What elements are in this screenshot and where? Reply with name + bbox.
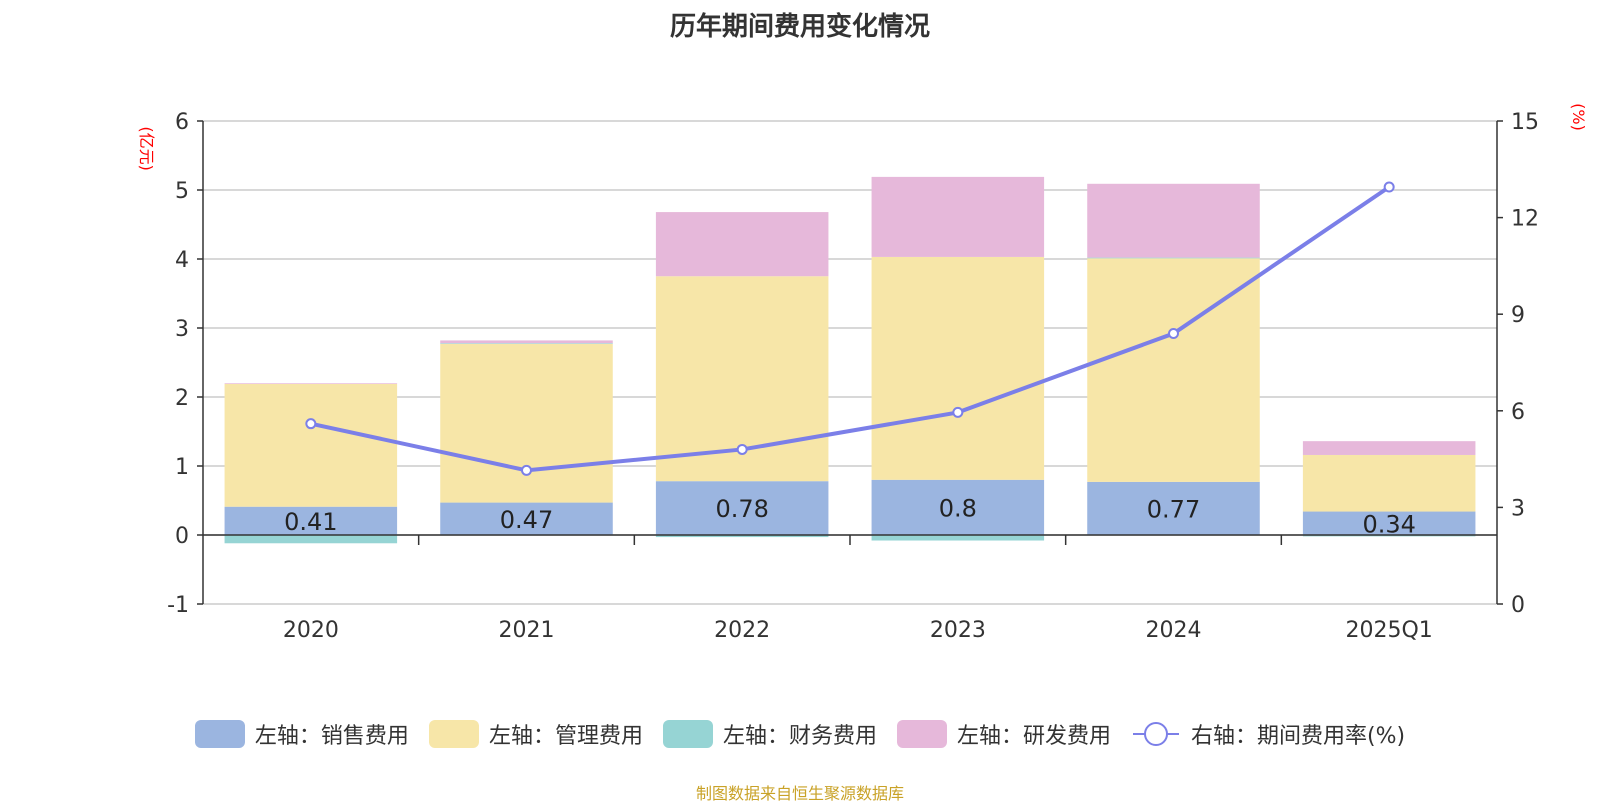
- left-axis-tick-label: 6: [175, 110, 189, 135]
- left-axis-tick-label: 1: [175, 455, 189, 480]
- bar-segment-4: [1302, 441, 1476, 455]
- bar-segment-3: [224, 535, 398, 544]
- bar-segment-4: [1087, 183, 1260, 258]
- bar-segment-1: [655, 481, 829, 535]
- bar-segment-2: [440, 343, 613, 503]
- bar-segment-1: [1302, 511, 1476, 535]
- legend-label: 左轴：销售费用: [254, 724, 409, 749]
- right-axis-tick-label: 15: [1511, 110, 1539, 135]
- bar-segment-3: [655, 535, 829, 538]
- right-axis-tick-label: 6: [1511, 400, 1525, 425]
- legend-swatch: [896, 720, 947, 748]
- legend-label: 右轴：期间费用率(%): [1190, 724, 1406, 749]
- bar-data-label: 0.47: [500, 506, 553, 534]
- legend-label: 左轴：财务费用: [722, 724, 877, 749]
- bar-segment-4: [224, 383, 398, 384]
- line-point: [1168, 328, 1179, 340]
- left-axis-tick-label: 3: [175, 317, 189, 342]
- left-axis-tick-label: 4: [175, 248, 189, 273]
- x-axis-tick-label: 2024: [1146, 618, 1202, 643]
- line-point: [736, 443, 748, 455]
- legend-swatch: [428, 720, 479, 748]
- right-axis-unit: (%): [1569, 103, 1588, 131]
- bar-segment-4: [440, 340, 613, 344]
- legend-label: 左轴：管理费用: [488, 724, 643, 749]
- line-point: [305, 418, 317, 430]
- legend-item[interactable]: 右轴：期间费用率(%): [1131, 718, 1405, 750]
- data-source-note: 制图数据来自恒生聚源数据库: [695, 784, 904, 803]
- bar-segment-3: [871, 535, 1045, 541]
- chart-title: 历年期间费用变化情况: [669, 12, 930, 42]
- bar-data-label: 0.34: [1362, 510, 1415, 538]
- bar-segment-4: [655, 212, 829, 277]
- left-axis-tick-label: 5: [175, 179, 189, 204]
- bar-segment-2: [871, 256, 1045, 480]
- left-axis-tick-label: -1: [167, 593, 189, 618]
- bar-segment-1: [1087, 481, 1260, 535]
- bar-segment-2: [1302, 454, 1476, 512]
- legend-swatch: [662, 720, 713, 748]
- series-line: [310, 185, 1391, 473]
- left-axis-unit: (亿元): [137, 126, 156, 171]
- bar-segment-3: [1087, 257, 1260, 259]
- legend-line-icon: [1132, 722, 1179, 746]
- bar-segment-3: [440, 343, 613, 344]
- legend-swatch: [194, 720, 245, 748]
- left-axis-tick-label: 2: [175, 386, 189, 411]
- legend-item[interactable]: 左轴：研发费用: [896, 718, 1111, 750]
- bar-segment-1: [871, 479, 1045, 535]
- right-axis-tick-label: 12: [1511, 207, 1539, 232]
- x-axis-tick-label: 2023: [930, 618, 986, 643]
- legend-item[interactable]: 左轴：销售费用: [194, 718, 409, 750]
- x-axis-tick-label: 2020: [283, 618, 339, 643]
- x-axis-tick-label: 2025Q1: [1346, 618, 1433, 643]
- bar-data-label: 0.8: [939, 494, 977, 522]
- right-axis-tick-label: 9: [1511, 303, 1525, 328]
- bar-data-label: 0.41: [284, 508, 337, 536]
- line-point: [1383, 181, 1395, 193]
- legend-label: 左轴：研发费用: [956, 724, 1111, 749]
- right-axis-tick-label: 3: [1511, 496, 1525, 521]
- line-point: [952, 406, 964, 418]
- bar-data-label: 0.78: [715, 495, 768, 523]
- legend-item[interactable]: 左轴：管理费用: [428, 718, 643, 750]
- x-axis-tick-label: 2021: [499, 618, 555, 643]
- bar-segment-2: [224, 383, 398, 507]
- left-axis-tick-label: 0: [175, 524, 189, 549]
- right-axis-tick-label: 0: [1511, 593, 1525, 618]
- legend-item[interactable]: 左轴：财务费用: [662, 718, 877, 750]
- bar-segment-1: [440, 502, 613, 535]
- line-point: [521, 464, 532, 476]
- bar-segment-1: [224, 506, 398, 535]
- x-axis-tick-label: 2022: [714, 618, 770, 643]
- legend: 左轴：销售费用 左轴：管理费用 左轴：财务费用 左轴：研发费用 右轴：期间费用率(%): [0, 718, 1600, 750]
- bar-segment-4: [871, 176, 1045, 257]
- bar-data-label: 0.77: [1147, 495, 1200, 523]
